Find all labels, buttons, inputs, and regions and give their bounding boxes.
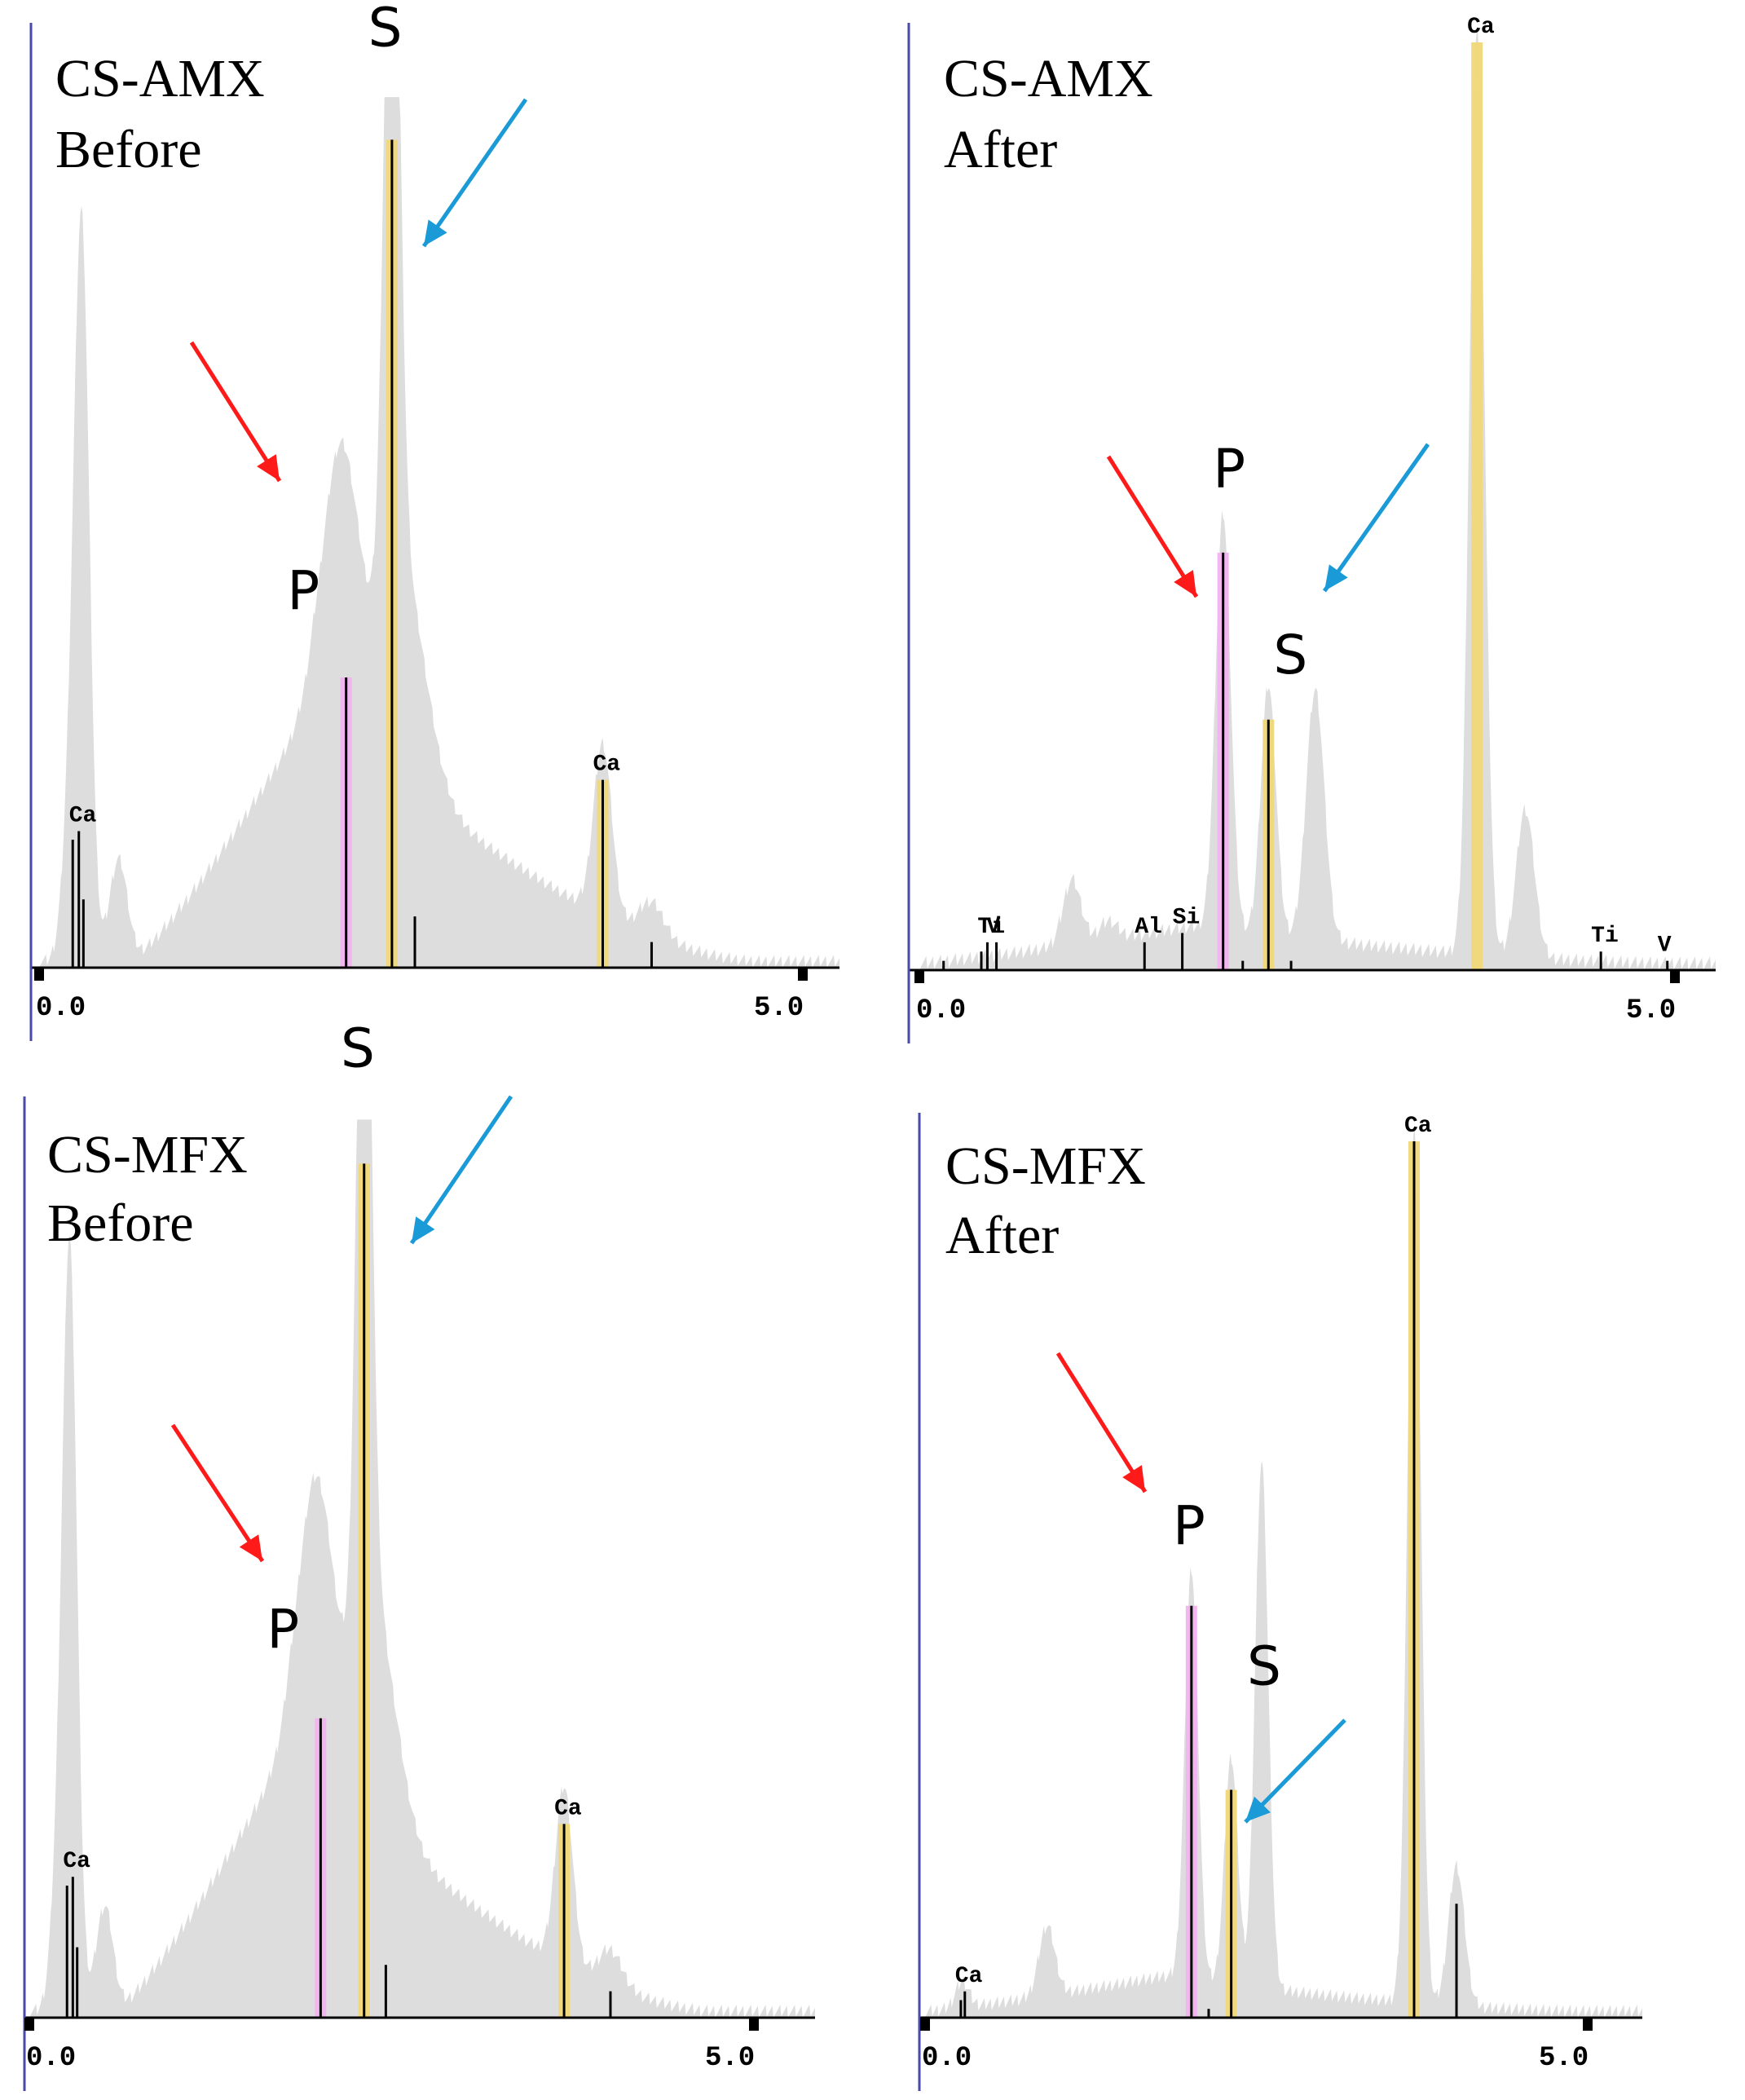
peak-letter-p: P	[287, 559, 319, 622]
tick-marker	[914, 970, 924, 983]
element-label-ti: Ti	[977, 915, 1005, 940]
blue-arrow	[1322, 443, 1430, 593]
tick-marker	[1670, 970, 1680, 983]
element-label-si: Si	[1173, 905, 1201, 930]
red-arrow	[1055, 1352, 1148, 1493]
x-tick-label: 0.0	[922, 2043, 972, 2074]
red-arrow	[1106, 455, 1199, 598]
tick-marker	[34, 968, 44, 981]
x-tick-label: 5.0	[1626, 995, 1676, 1026]
x-tick-label: 0.0	[916, 995, 966, 1026]
peak-letter-s: S	[1247, 1635, 1281, 1698]
panel-title: CS-MFX	[945, 1136, 1146, 1196]
blue-arrow	[421, 98, 528, 248]
element-label-ca: Ca	[1404, 1114, 1432, 1139]
element-label-ca: Ca	[69, 803, 97, 828]
element-label-ca: Ca	[554, 1796, 582, 1821]
element-label-al: Al	[1135, 915, 1162, 940]
panel-title: CS-MFX	[47, 1125, 248, 1185]
blue-arrowhead	[424, 219, 447, 246]
red-arrowhead	[1122, 1465, 1145, 1492]
x-tick-label: 5.0	[1539, 2043, 1589, 2074]
tick-marker	[24, 2018, 34, 2031]
element-label-v: V	[1658, 933, 1672, 959]
element-label-v: V	[987, 915, 1001, 940]
panel-subtitle: After	[944, 120, 1057, 179]
spectrum-area	[919, 28, 1716, 970]
peak-letter-s: S	[368, 0, 403, 59]
red-arrow	[170, 1423, 265, 1563]
panel-subtitle: After	[945, 1206, 1059, 1265]
x-tick-label: 0.0	[36, 993, 86, 1024]
x-tick-label: 0.0	[26, 2043, 76, 2074]
tick-marker	[749, 2018, 759, 2031]
peak-letter-p: P	[1173, 1495, 1205, 1558]
x-tick-label: 5.0	[705, 2043, 755, 2074]
panel-title: CS-AMX	[944, 49, 1153, 108]
sulfur-band	[1471, 42, 1483, 970]
red-arrowhead	[257, 454, 280, 481]
blue-arrow	[409, 1095, 513, 1245]
blue-arrowhead	[412, 1216, 435, 1243]
tick-marker	[798, 968, 808, 981]
tick-marker	[1583, 2018, 1593, 2031]
element-label-ca: Ca	[1467, 15, 1495, 40]
red-arrow	[189, 341, 282, 483]
red-arrowhead	[239, 1534, 262, 1561]
tick-marker	[920, 2018, 930, 2031]
spectrum-panel-1: Ca Ca 0.0 5.0 CS-AMX Before P S	[29, 0, 839, 1041]
element-label-ti: Ti	[1591, 924, 1619, 949]
spectrum-area	[39, 97, 839, 968]
spectrum-panel-3: Ca Ca 0.0 5.0 CS-MFX Before P S	[23, 1017, 815, 2091]
element-label-ca: Ca	[955, 1964, 983, 1989]
peak-letter-p: P	[1213, 438, 1245, 501]
panel-title: CS-AMX	[55, 49, 265, 108]
blue-arrowhead	[1245, 1796, 1271, 1822]
x-tick-label: 5.0	[754, 993, 804, 1024]
element-label-ca: Ca	[593, 752, 621, 778]
spectrum-area	[29, 1119, 815, 2018]
panel-subtitle: Before	[55, 120, 202, 179]
spectrum-panel-4: Ca Ca 0.0 5.0 CS-MFX After P S	[918, 1113, 1642, 2091]
red-arrowhead	[1174, 570, 1196, 597]
blue-arrowhead	[1324, 564, 1348, 591]
element-label-ca: Ca	[63, 1849, 90, 1874]
peak-letter-p: P	[267, 1598, 299, 1661]
peak-letter-s: S	[1273, 624, 1307, 686]
peak-letter-s: S	[341, 1017, 375, 1080]
panel-subtitle: Before	[47, 1193, 194, 1253]
